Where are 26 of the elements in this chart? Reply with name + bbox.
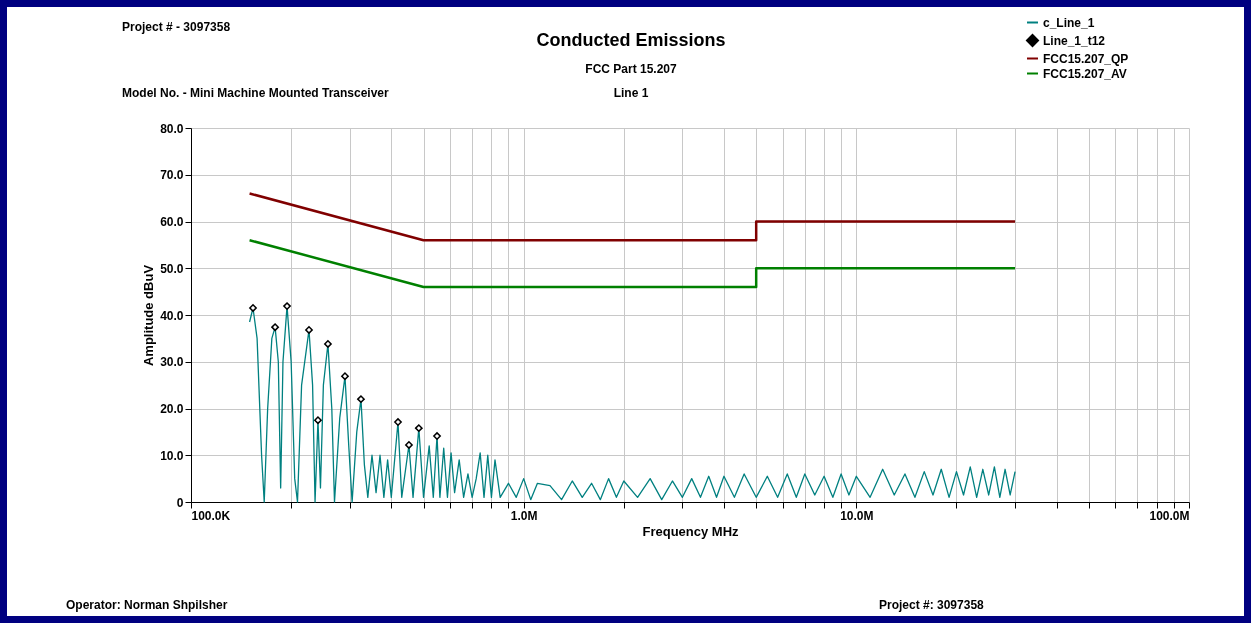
- y-tick-label: 0: [176, 495, 184, 510]
- y-tick-label: 30.0: [160, 355, 184, 370]
- legend-label: FCC15.207_AV: [1043, 66, 1127, 81]
- y-tick-label: 60.0: [160, 215, 184, 229]
- y-tick-label: 20.0: [160, 402, 184, 416]
- text: Model No. - Mini Machine Mounted Transceiver: [122, 86, 389, 100]
- text: Line 1: [613, 86, 649, 100]
- y-axis-title: Amplitude dBuV: [141, 264, 157, 367]
- x-tick-label: 100.0M: [1149, 508, 1190, 523]
- legend-label: FCC15.207_QP: [1043, 51, 1129, 66]
- text: Project # - 3097358: [122, 20, 231, 34]
- legend-label: Line_1_t12: [1043, 33, 1106, 48]
- y-tick-label: 10.0: [160, 448, 184, 463]
- x-tick-label: 100.0K: [191, 508, 231, 523]
- legend-label: c_Line_1: [1043, 15, 1095, 30]
- y-tick-label: 50.0: [160, 261, 184, 276]
- y-tick-label: 40.0: [160, 308, 184, 323]
- y-tick-label: 70.0: [160, 168, 184, 183]
- x-tick-label: 10.0M: [840, 508, 874, 523]
- text: Project #: 3097358: [879, 598, 984, 612]
- chart-title: Conducted Emissions: [536, 30, 726, 51]
- y-tick-label: 80.0: [160, 121, 184, 136]
- chart-subtitle: FCC Part 15.207: [585, 62, 677, 76]
- text: Operator: Norman Shpilsher: [66, 598, 228, 612]
- x-tick-label: 1.0M: [510, 508, 538, 523]
- x-axis-title: Frequency MHz: [642, 523, 740, 539]
